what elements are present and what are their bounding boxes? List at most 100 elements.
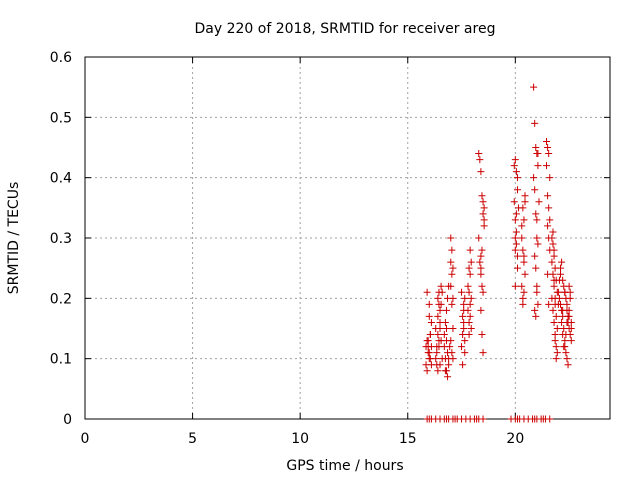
- data-point: [550, 318, 558, 326]
- data-point: [551, 337, 559, 345]
- data-point: [567, 325, 575, 332]
- data-point: [552, 343, 560, 351]
- data-point: [549, 306, 557, 314]
- data-point: [449, 294, 457, 302]
- y-tick-label: 0: [63, 412, 72, 428]
- data-point: [534, 300, 542, 308]
- data-point: [534, 240, 542, 248]
- data-point: [511, 234, 519, 242]
- data-point: [533, 216, 541, 224]
- data-point: [427, 318, 435, 326]
- data-point: [423, 288, 431, 296]
- y-axis-label: SRMTID / TECUs: [6, 182, 22, 295]
- data-point: [552, 355, 560, 363]
- data-point: [550, 246, 558, 254]
- data-point: [476, 156, 484, 164]
- data-point: [553, 325, 561, 332]
- data-point: [563, 300, 571, 308]
- grid: [85, 57, 610, 419]
- data-point: [442, 325, 450, 332]
- data-point: [479, 349, 487, 357]
- data-point: [479, 288, 487, 296]
- data-point: [460, 325, 468, 332]
- data-point: [520, 216, 528, 224]
- data-point: [530, 174, 538, 182]
- data-point: [479, 198, 487, 206]
- data-point: [424, 337, 432, 345]
- data-point: [549, 240, 557, 248]
- data-point: [512, 240, 520, 248]
- chart-title: Day 220 of 2018, SRMTID for receiver are…: [195, 21, 496, 37]
- data-point: [555, 294, 563, 302]
- data-point: [424, 343, 432, 351]
- data-point: [513, 264, 521, 272]
- data-point: [513, 415, 521, 423]
- data-point: [519, 204, 527, 212]
- data-point: [425, 349, 433, 357]
- data-point: [460, 300, 468, 308]
- data-point: [518, 222, 526, 230]
- data-point: [478, 282, 486, 290]
- data-point: [554, 288, 562, 296]
- data-point: [511, 282, 519, 290]
- data-point: [546, 174, 554, 182]
- data-point: [565, 306, 573, 314]
- data-point: [434, 367, 442, 375]
- x-tick-label: 20: [506, 431, 524, 447]
- data-point: [465, 331, 473, 339]
- data-point: [551, 331, 559, 339]
- data-point: [432, 355, 440, 363]
- data-point: [475, 234, 483, 242]
- data-points: [422, 83, 575, 423]
- data-point: [510, 162, 518, 170]
- data-point: [520, 288, 528, 296]
- data-point: [510, 198, 518, 206]
- x-tick-label: 5: [188, 431, 197, 447]
- data-point: [563, 318, 571, 326]
- data-point: [559, 306, 567, 314]
- data-point: [467, 294, 475, 302]
- data-point: [532, 210, 540, 218]
- data-point: [549, 270, 557, 278]
- data-point: [513, 186, 521, 194]
- x-tick-label: 15: [399, 431, 417, 447]
- data-point: [543, 162, 551, 170]
- data-point: [477, 270, 485, 278]
- data-point: [434, 331, 442, 339]
- data-point: [448, 300, 456, 308]
- data-point: [479, 415, 487, 423]
- data-point: [437, 282, 445, 290]
- data-point: [546, 415, 554, 423]
- data-point: [562, 331, 570, 339]
- data-point: [464, 282, 472, 290]
- data-point: [565, 282, 573, 290]
- data-point: [480, 216, 488, 224]
- data-point: [532, 144, 540, 151]
- data-point: [476, 258, 484, 266]
- data-point: [512, 210, 520, 218]
- data-point: [445, 361, 453, 369]
- data-point: [521, 270, 529, 278]
- data-point: [521, 198, 529, 206]
- data-point: [447, 258, 455, 266]
- data-point: [531, 252, 539, 260]
- data-point: [438, 288, 446, 296]
- data-point: [544, 192, 552, 200]
- data-point: [531, 415, 539, 423]
- data-point: [479, 210, 487, 218]
- data-point: [561, 337, 569, 345]
- y-tick-label: 0.2: [50, 291, 72, 307]
- data-point: [458, 288, 466, 296]
- data-point: [449, 264, 457, 272]
- data-point: [512, 228, 520, 236]
- data-point: [548, 234, 556, 242]
- data-point: [530, 83, 538, 91]
- data-point: [467, 325, 475, 332]
- data-point: [449, 325, 457, 332]
- data-point: [441, 367, 449, 375]
- data-point: [465, 288, 473, 296]
- data-point: [442, 415, 450, 423]
- data-point: [562, 349, 570, 357]
- data-point: [519, 300, 527, 308]
- data-point: [449, 355, 457, 363]
